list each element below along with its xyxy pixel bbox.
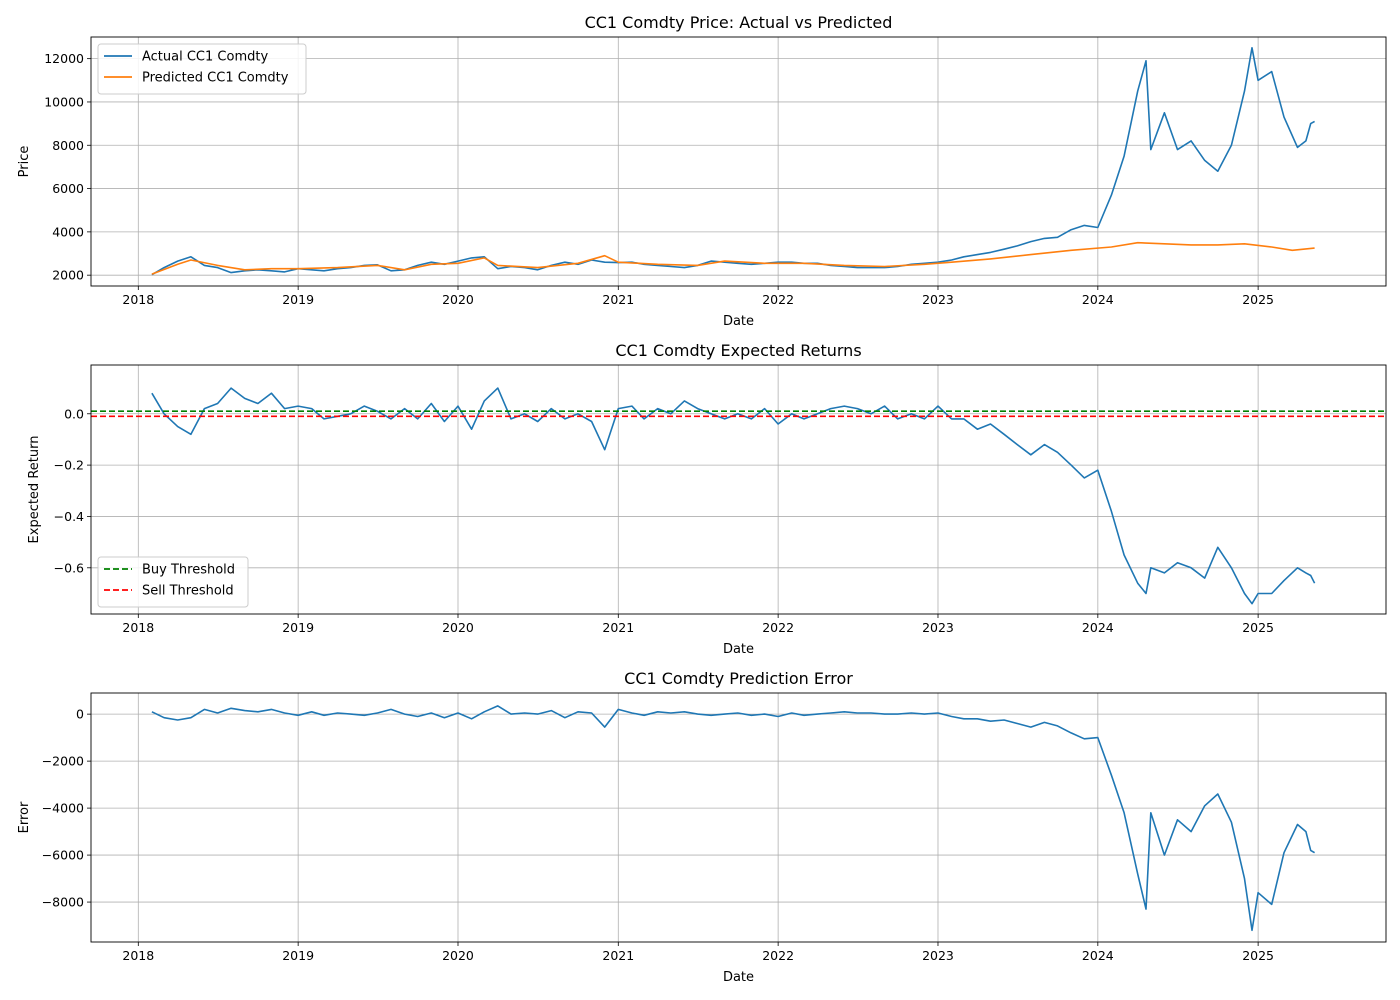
y-tick-label: 12000 — [44, 51, 84, 66]
predicted-cc1-comdty-line — [151, 241, 1315, 275]
x-tick-label: 2023 — [922, 620, 954, 635]
legend-label: Actual CC1 Comdty — [142, 50, 268, 65]
prediction-error-chart-panel: CC1 Comdty Prediction Error Date Error 2… — [17, 669, 1387, 985]
x-tick-label: 2021 — [602, 948, 634, 963]
y-tick-label: 0.0 — [64, 406, 84, 421]
y-tick-label: 6000 — [52, 181, 84, 196]
y-axis-label: Error — [17, 801, 32, 833]
x-tick-label: 2020 — [442, 620, 474, 635]
x-tick-label: 2020 — [442, 292, 474, 307]
series-lines — [151, 705, 1316, 932]
legend: Buy Threshold Sell Threshold — [97, 556, 249, 608]
chart-title: CC1 Comdty Prediction Error — [624, 669, 853, 688]
legend-label: Buy Threshold — [142, 563, 235, 578]
x-tick-label: 2023 — [922, 948, 954, 963]
x-tick-label: 2018 — [122, 948, 154, 963]
legend: Actual CC1 Comdty Predicted CC1 Comdty — [97, 43, 307, 95]
legend-box — [97, 43, 307, 95]
expected-returns-chart-panel: CC1 Comdty Expected Returns Date Expecte… — [27, 341, 1387, 657]
y-tick-label: −6000 — [42, 848, 84, 863]
y-tick-label: 8000 — [52, 138, 84, 153]
x-tick-label: 2018 — [122, 292, 154, 307]
gridlines — [91, 693, 1386, 942]
y-tick-label: −0.4 — [54, 509, 84, 524]
x-tick-label: 2024 — [1082, 948, 1114, 963]
legend-box — [97, 556, 249, 608]
x-tick-label: 2019 — [282, 948, 314, 963]
price-chart-panel: CC1 Comdty Price: Actual vs Predicted Da… — [17, 13, 1387, 329]
x-tick-label: 2022 — [762, 292, 794, 307]
legend-label: Sell Threshold — [142, 584, 234, 599]
ticks: 2018 2019 2020 2021 2022 2023 2024 2025 0.0 −0.2 −… — [54, 406, 1274, 635]
series-line — [151, 705, 1316, 932]
x-tick-label: 2022 — [762, 620, 794, 635]
x-tick-label: 2025 — [1242, 948, 1274, 963]
y-tick-label: 4000 — [52, 224, 84, 239]
y-axis-label: Expected Return — [27, 436, 42, 544]
y-tick-label: −4000 — [42, 801, 84, 816]
x-tick-label: 2021 — [602, 620, 634, 635]
x-axis-label: Date — [723, 970, 754, 985]
x-axis-label: Date — [723, 642, 754, 657]
y-axis-label: Price — [17, 146, 32, 178]
series-lines — [91, 387, 1386, 605]
x-tick-label: 2024 — [1082, 292, 1114, 307]
ticks: 2018 2019 2020 2021 2022 2023 2024 2025 2000 4000… — [44, 51, 1274, 307]
chart-title: CC1 Comdty Expected Returns — [615, 341, 861, 360]
y-tick-label: −2000 — [42, 754, 84, 769]
x-tick-label: 2019 — [282, 292, 314, 307]
x-tick-label: 2021 — [602, 292, 634, 307]
x-tick-label: 2020 — [442, 948, 474, 963]
gridlines — [91, 365, 1386, 614]
x-tick-label: 2022 — [762, 948, 794, 963]
chart-title: CC1 Comdty Price: Actual vs Predicted — [585, 13, 893, 32]
x-tick-label: 2019 — [282, 620, 314, 635]
y-tick-label: 10000 — [44, 94, 84, 109]
x-tick-label: 2024 — [1082, 620, 1114, 635]
plot-frame — [90, 36, 1387, 287]
y-tick-label: −0.2 — [54, 458, 84, 473]
plot-frame — [90, 364, 1387, 615]
x-axis-label: Date — [723, 314, 754, 329]
x-tick-label: 2018 — [122, 620, 154, 635]
x-tick-label: 2023 — [922, 292, 954, 307]
y-tick-label: 2000 — [52, 268, 84, 283]
series-lines — [151, 46, 1315, 276]
series-line — [151, 387, 1316, 605]
x-tick-label: 2025 — [1242, 620, 1274, 635]
x-tick-label: 2025 — [1242, 292, 1274, 307]
y-tick-label: −8000 — [42, 895, 84, 910]
ticks: 2018 2019 2020 2021 2022 2023 2024 2025 0 −2000 −4… — [42, 707, 1274, 963]
plot-frame — [90, 692, 1387, 943]
y-tick-label: −0.6 — [54, 560, 84, 575]
y-tick-label: 0 — [76, 707, 84, 722]
legend-label: Predicted CC1 Comdty — [142, 71, 289, 86]
